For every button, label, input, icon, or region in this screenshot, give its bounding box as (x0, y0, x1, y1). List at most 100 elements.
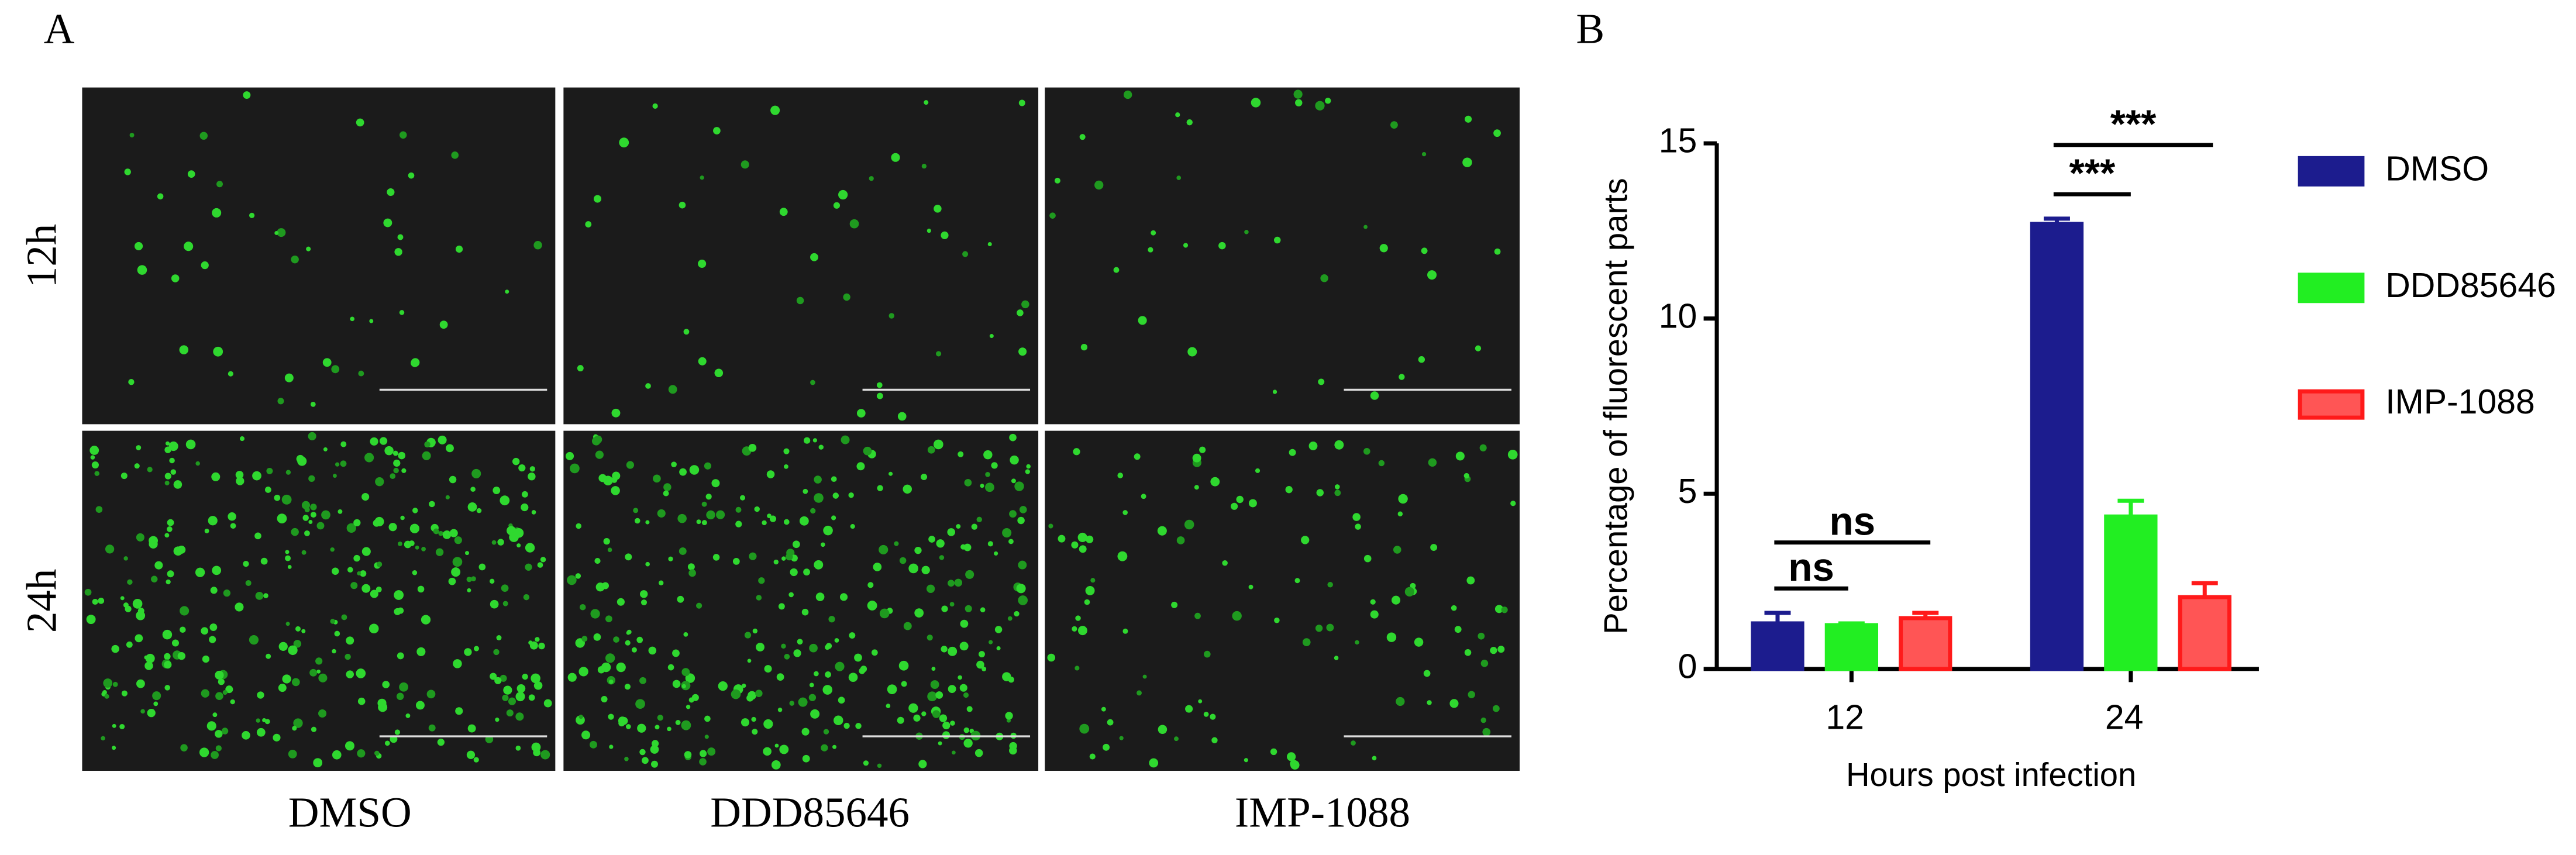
cell (1302, 638, 1311, 646)
cell (801, 608, 809, 616)
cell (869, 176, 874, 181)
cell (533, 241, 542, 250)
cell (1294, 578, 1300, 584)
cell (891, 153, 900, 162)
y-axis-label: Percentage of fluorescent parts (1597, 178, 1634, 634)
cell (374, 750, 380, 756)
cell (111, 644, 119, 653)
cell (987, 541, 993, 547)
cell (908, 703, 918, 713)
column-label: IMP-1088 (1235, 788, 1410, 836)
legend-swatch (2298, 156, 2365, 187)
micrographs (82, 87, 1520, 771)
cell (609, 680, 614, 684)
cell (525, 563, 532, 571)
cell (681, 668, 690, 677)
cell (959, 684, 967, 692)
cell (921, 711, 927, 716)
cell (924, 100, 929, 105)
cell (931, 667, 936, 671)
cell (1494, 605, 1503, 613)
cell (1355, 523, 1361, 530)
cell (112, 746, 116, 750)
cell (293, 640, 302, 648)
cell (964, 479, 972, 487)
cell (397, 234, 404, 240)
cell (308, 520, 313, 524)
cell (897, 716, 904, 724)
cell (691, 694, 699, 701)
cell (626, 724, 631, 729)
cell (818, 444, 824, 450)
cell (384, 740, 390, 746)
cell (422, 451, 431, 460)
cell (700, 175, 704, 180)
cell (1414, 637, 1424, 647)
cell (1054, 177, 1060, 184)
cell (871, 649, 878, 656)
cell (783, 448, 790, 454)
cell (428, 724, 436, 732)
cell (1510, 501, 1516, 506)
cell (1231, 502, 1238, 510)
cell (112, 723, 116, 728)
cell (706, 510, 715, 520)
cell (1017, 516, 1025, 525)
cell (529, 466, 535, 472)
cell (309, 668, 318, 677)
cell (1194, 485, 1199, 490)
cell (1049, 212, 1056, 219)
cell (707, 747, 716, 756)
cell (353, 519, 361, 527)
cell (1315, 101, 1325, 111)
cell (91, 461, 99, 469)
cell (849, 219, 859, 229)
cell (1507, 450, 1518, 460)
cell (930, 680, 939, 689)
cell (490, 673, 497, 680)
cell (797, 639, 803, 645)
cell (369, 319, 374, 323)
cell (515, 745, 521, 751)
cell (398, 451, 406, 460)
cell (668, 556, 673, 561)
significance-label: ns (1829, 500, 1875, 544)
cell (173, 480, 182, 489)
cell (1058, 535, 1066, 543)
cell (1370, 610, 1379, 619)
cell (518, 691, 524, 696)
cell (123, 602, 129, 608)
cell (126, 641, 133, 648)
cell (899, 557, 907, 564)
cell (748, 443, 757, 452)
cell (799, 516, 809, 526)
cell (390, 473, 396, 479)
cell (285, 622, 290, 626)
cell (282, 674, 291, 684)
cell (313, 758, 323, 768)
cell (370, 589, 378, 598)
cell (749, 552, 757, 560)
cell (1016, 584, 1026, 594)
cell (94, 471, 99, 476)
legend-swatch (2298, 389, 2365, 420)
cell (416, 647, 426, 656)
cell (601, 696, 608, 703)
cell (308, 432, 316, 440)
cell (525, 543, 535, 553)
cell (642, 757, 649, 764)
cell (464, 551, 470, 556)
cell (1018, 347, 1027, 356)
cell (810, 380, 815, 385)
cell (505, 289, 509, 294)
cell (358, 370, 364, 377)
cell (1047, 653, 1056, 662)
cell (1399, 374, 1405, 380)
cell (291, 678, 300, 687)
cell (218, 678, 225, 685)
cell (208, 516, 218, 526)
cell (991, 462, 998, 469)
cell (376, 561, 383, 567)
cell (732, 558, 740, 565)
cell (1410, 582, 1416, 589)
